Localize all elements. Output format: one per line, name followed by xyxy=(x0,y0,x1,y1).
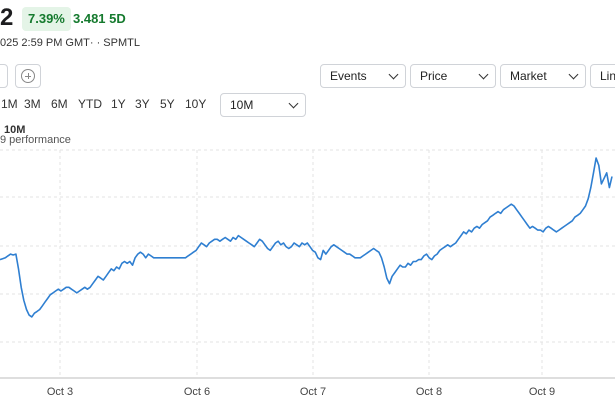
x-tick-label: Oct 7 xyxy=(300,386,326,398)
range-10y[interactable]: 10Y xyxy=(185,97,207,111)
range-3y[interactable]: 3Y xyxy=(135,97,150,111)
line-label: Lin xyxy=(600,69,615,83)
line-select[interactable]: Lin xyxy=(590,64,615,88)
custom-range-select[interactable]: 10M xyxy=(220,93,306,117)
x-tick-label: Oct 6 xyxy=(184,386,210,398)
range-1m[interactable]: 1M xyxy=(1,97,18,111)
partial-left-button[interactable] xyxy=(0,64,8,88)
price-select[interactable]: Price xyxy=(410,64,496,88)
events-select[interactable]: Events xyxy=(320,64,406,88)
chart-title: 10M xyxy=(4,124,26,136)
x-tick-label: Oct 3 xyxy=(47,386,73,398)
chart-subtitle: 9 performance xyxy=(0,134,71,146)
compare-button[interactable] xyxy=(15,64,41,88)
quote-price: 2 xyxy=(0,4,14,31)
market-time: 025 2:59 PM GMT· · SPMTL xyxy=(0,37,140,49)
custom-range-label: 10M xyxy=(230,98,254,112)
price-label: Price xyxy=(420,69,448,83)
x-tick-label: Oct 8 xyxy=(416,386,442,398)
change-percent-badge: 7.39% xyxy=(22,7,71,31)
x-tick-label: Oct 9 xyxy=(529,386,555,398)
add-circle-icon xyxy=(21,69,35,83)
market-label: Market xyxy=(510,69,547,83)
change-5d-label: 3.481 5D xyxy=(73,11,126,26)
market-select[interactable]: Market xyxy=(500,64,586,88)
range-ytd[interactable]: YTD xyxy=(78,97,102,111)
range-5y[interactable]: 5Y xyxy=(160,97,175,111)
events-label: Events xyxy=(330,69,367,83)
range-1y[interactable]: 1Y xyxy=(111,97,126,111)
range-6m[interactable]: 6M xyxy=(51,97,68,111)
price-series-line xyxy=(0,157,613,318)
range-3m[interactable]: 3M xyxy=(24,97,41,111)
